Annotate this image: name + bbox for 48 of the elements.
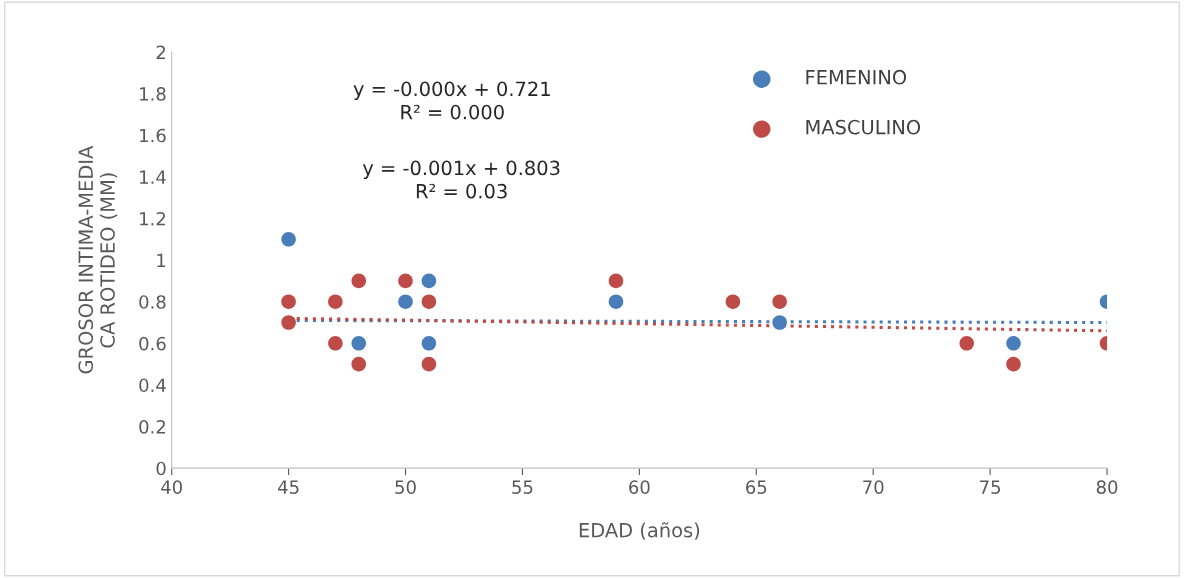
point <box>351 356 367 372</box>
legend-label: FEMENINO <box>806 69 907 85</box>
x-tick-label: 40 <box>161 480 182 494</box>
y-tick-label: 1.8 <box>140 87 166 101</box>
point <box>772 315 787 330</box>
point <box>281 315 296 330</box>
y-axis-title: GROSOR INTIMA-MEDIA CA ROTIDEO (MM) <box>78 145 118 374</box>
point <box>398 273 413 289</box>
point <box>421 273 437 289</box>
x-axis-title: EDAD (años) <box>579 522 700 540</box>
y-tick-label: 1 <box>157 253 166 267</box>
point <box>608 273 624 289</box>
point <box>328 294 343 309</box>
y-tick-label: 1.6 <box>140 128 166 143</box>
x-tick-label: 50 <box>395 480 416 494</box>
point <box>1006 356 1021 372</box>
point <box>281 232 296 247</box>
point <box>1006 336 1021 351</box>
y-tick-label: 1.4 <box>140 170 166 184</box>
y-tick-label: 1.2 <box>140 211 166 226</box>
annotation: y = -0.000x + 0.721 R² = 0.000 <box>353 81 550 120</box>
y-tick-label: 0 <box>156 461 166 476</box>
point <box>398 294 413 309</box>
point <box>351 273 367 289</box>
x-tick-label: 65 <box>746 480 767 494</box>
point <box>421 336 437 351</box>
legend-label: MASCULINO <box>806 119 921 135</box>
point <box>421 294 437 309</box>
point <box>959 336 975 351</box>
point <box>328 336 343 351</box>
y-tick-label: 2 <box>156 45 166 59</box>
annotation: y = -0.001x + 0.803 R² = 0.03 <box>362 160 560 199</box>
x-tick-label: 60 <box>629 480 650 494</box>
point <box>421 356 437 372</box>
y-tick-label: 0.4 <box>139 378 166 393</box>
x-tick-label: 75 <box>980 480 1001 494</box>
x-tick-label: 45 <box>278 480 299 494</box>
y-tick-label: 0.8 <box>139 295 166 309</box>
x-tick-label: 70 <box>863 480 884 494</box>
point <box>281 294 296 309</box>
x-tick-label: 55 <box>512 480 533 494</box>
point <box>351 336 367 351</box>
point <box>608 294 624 309</box>
x-tick-label: 80 <box>1096 480 1118 494</box>
y-tick-label: 0.6 <box>139 336 166 351</box>
point <box>772 294 787 309</box>
y-tick-label: 0.2 <box>139 420 166 434</box>
point <box>725 294 741 309</box>
